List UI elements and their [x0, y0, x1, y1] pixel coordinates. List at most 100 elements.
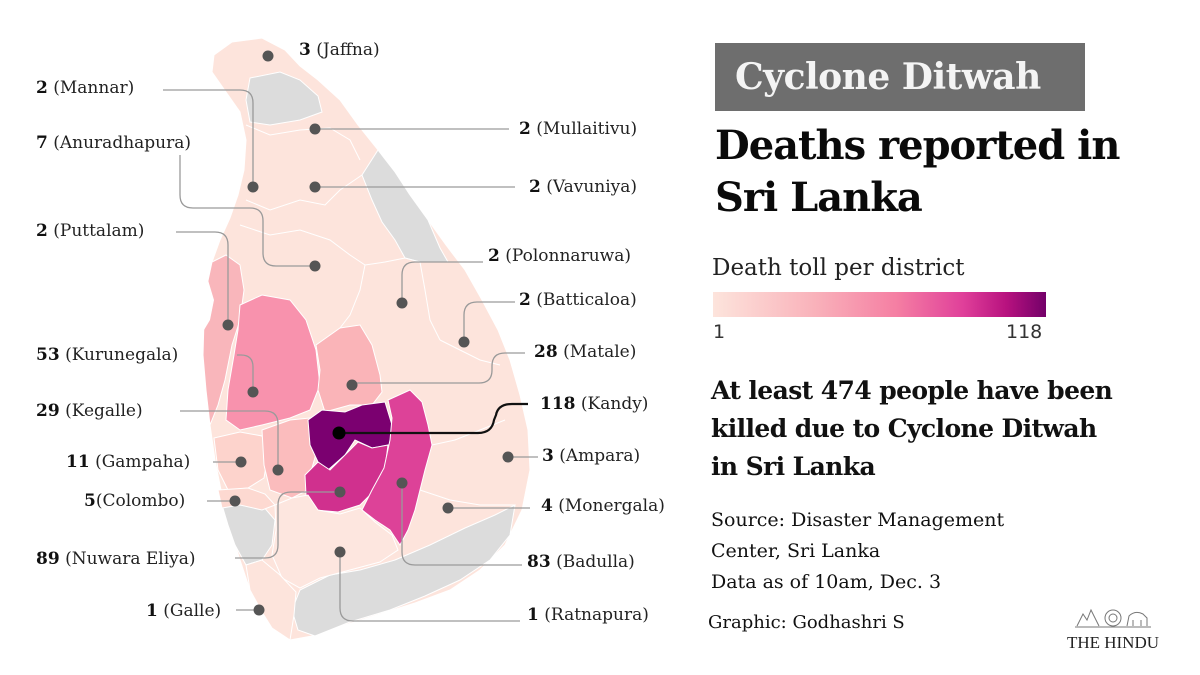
label-polonnaruwa: 2 (Polonnaruwa) — [488, 246, 631, 266]
leader-matale — [352, 352, 525, 384]
district-name: (Badulla) — [556, 552, 635, 572]
label-nuwara-eliya: 89 (Nuwara Eliya) — [36, 549, 196, 569]
dot-nuwara-eliya — [334, 486, 346, 498]
district-matale — [315, 324, 383, 413]
lagoon — [190, 55, 206, 72]
dot-galle — [253, 604, 265, 616]
dot-badulla — [396, 477, 408, 489]
legend-color-scale — [713, 292, 1046, 317]
publisher-name: THE HINDU — [1066, 633, 1160, 652]
death-count: 4 — [541, 496, 553, 516]
death-count: 3 — [299, 40, 311, 60]
district-name: (Gampaha) — [95, 452, 191, 472]
dot-mullaitivu — [309, 123, 321, 135]
district-name: (Monergala) — [558, 496, 665, 516]
dot-batticaloa — [458, 336, 470, 348]
death-count: 2 — [519, 119, 531, 139]
page-title: Deaths reported in Sri Lanka — [715, 122, 1120, 221]
dot-gampaha — [235, 456, 247, 468]
death-count: 2 — [488, 246, 500, 266]
emblem-icon — [1075, 608, 1151, 628]
death-count: 28 — [534, 342, 558, 362]
label-jaffna: 3 (Jaffna) — [299, 40, 380, 60]
source-note: Source: Disaster Management Center, Sri … — [711, 505, 1131, 598]
label-kurunegala: 53 (Kurunegala) — [36, 345, 178, 365]
district-name: (Jaffna) — [316, 40, 380, 60]
leader-nuwara-eliya — [235, 491, 340, 559]
leader-anuradhapura — [179, 155, 315, 267]
death-count: 89 — [36, 549, 60, 569]
dot-matale — [346, 379, 358, 391]
death-count: 2 — [519, 290, 531, 310]
leader-polonnaruwa — [401, 261, 483, 303]
dot-kurunegala — [247, 386, 259, 398]
leader-mannar — [163, 89, 254, 187]
district-name: (Kurunegala) — [65, 345, 179, 365]
leader-lines — [163, 89, 538, 622]
label-ratnapura: 1 (Ratnapura) — [527, 605, 649, 625]
dot-puttalam — [222, 319, 234, 331]
legend-max-value: 118 — [1006, 321, 1043, 343]
death-count: 7 — [36, 133, 48, 153]
source-line: Source: Disaster Management — [711, 509, 1005, 531]
district-name: (Mannar) — [53, 78, 135, 98]
death-count: 3 — [542, 446, 554, 466]
death-count: 29 — [36, 401, 60, 421]
sri-lanka-district-map — [163, 37, 538, 641]
leader-kegalle — [180, 410, 279, 468]
district-name: (Kegalle) — [65, 401, 143, 421]
publisher-logo: THE HINDU — [1058, 606, 1168, 656]
leader-badulla — [401, 483, 522, 566]
district-galle — [245, 559, 297, 641]
label-monergala: 4 (Monergala) — [541, 496, 665, 516]
district-name: (Matale) — [563, 342, 637, 362]
dot-colombo — [229, 495, 241, 507]
dot-monergala — [442, 502, 454, 514]
label-gampaha: 11 (Gampaha) — [66, 452, 190, 472]
death-count: 53 — [36, 345, 60, 365]
kicker-label: Cyclone Ditwah — [715, 43, 1085, 111]
dot-anuradhapura — [309, 260, 321, 272]
district-name: (Puttalam) — [53, 221, 145, 241]
summary-text: At least 474 people have been killed due… — [711, 376, 1113, 481]
leader-kurunegala — [237, 354, 254, 392]
label-batticaloa: 2 (Batticaloa) — [519, 290, 637, 310]
data-date: Data as of 10am, Dec. 3 — [711, 571, 942, 593]
lagoon — [198, 280, 214, 330]
label-galle: 1 (Galle) — [146, 601, 221, 621]
district-name: (Kandy) — [580, 394, 649, 414]
dot-ampara — [502, 451, 514, 463]
death-count: 1 — [527, 605, 539, 625]
source-line: Center, Sri Lanka — [711, 540, 881, 562]
death-count: 5 — [84, 491, 96, 511]
district-name: (Ratnapura) — [544, 605, 649, 625]
district-nodata-kilinochchi — [245, 71, 323, 126]
district-name: (Mullaitivu) — [536, 119, 638, 139]
district-badulla — [361, 389, 433, 546]
dot-mannar — [247, 181, 259, 193]
leader-puttalam — [176, 231, 229, 325]
label-colombo: 5(Colombo) — [84, 491, 185, 511]
legend-title: Death toll per district — [712, 255, 965, 281]
district-nodata-south — [291, 504, 516, 637]
label-mannar: 2 (Mannar) — [36, 78, 134, 98]
leader-ratnapura — [339, 552, 520, 622]
district-dots — [222, 50, 514, 616]
district-name: (Batticaloa) — [536, 290, 637, 310]
legend-min-value: 1 — [713, 321, 726, 343]
district-name: (Vavuniya) — [546, 177, 638, 197]
dot-polonnaruwa — [396, 297, 408, 309]
label-kegalle: 29 (Kegalle) — [36, 401, 143, 421]
death-count: 2 — [36, 221, 48, 241]
district-kurunegala — [225, 294, 321, 431]
district-name: (Colombo) — [95, 491, 186, 511]
label-badulla: 83 (Badulla) — [527, 552, 635, 572]
label-puttalam: 2 (Puttalam) — [36, 221, 144, 241]
leader-batticaloa — [463, 301, 515, 342]
death-count: 2 — [36, 78, 48, 98]
district-name: (Ampara) — [559, 446, 641, 466]
label-matale: 28 (Matale) — [534, 342, 636, 362]
leader-kandy — [339, 402, 528, 435]
dot-kandy — [332, 426, 346, 440]
graphic-credit: Graphic: Godhashri S — [708, 612, 905, 633]
